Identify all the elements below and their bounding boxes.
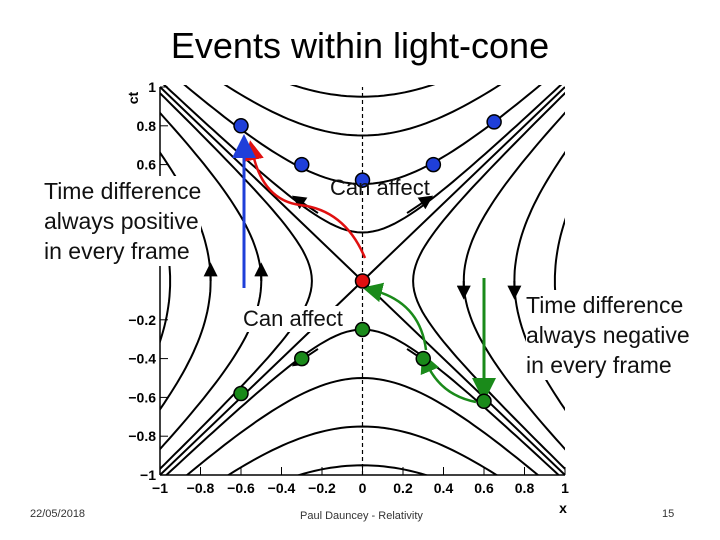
x-tick-label: −0.8 bbox=[187, 480, 215, 496]
y-tick-label: 0.6 bbox=[137, 157, 157, 173]
x-tick-label: −1 bbox=[152, 480, 168, 496]
event-point bbox=[354, 321, 371, 338]
timelike-hyperbola bbox=[295, 464, 430, 475]
x-tick-label: 0 bbox=[359, 480, 367, 496]
annotation-arrows bbox=[232, 134, 496, 404]
y-tick-label: −0.6 bbox=[128, 389, 156, 405]
right-callout-line-1: Time difference bbox=[526, 292, 684, 318]
y-tick-label: −0.4 bbox=[128, 351, 156, 367]
event-points bbox=[233, 114, 502, 410]
spacelike-hyperbola bbox=[160, 150, 212, 412]
x-tick-label: −0.4 bbox=[268, 480, 296, 496]
event-point bbox=[486, 114, 502, 130]
right-callout-line-2: always negative bbox=[526, 322, 690, 348]
spacelike-hyperbola bbox=[160, 217, 172, 345]
x-tick-label: 0.4 bbox=[434, 480, 454, 496]
right-callout-line-3: in every frame bbox=[526, 352, 672, 378]
can-affect-arrow-past bbox=[362, 282, 428, 351]
x-tick-label: 1 bbox=[561, 480, 569, 496]
spacelike-hyperbola bbox=[513, 150, 565, 412]
spacelike-hyperbola bbox=[160, 111, 263, 451]
x-tick-label: 0.8 bbox=[515, 480, 535, 496]
page-number: 15 bbox=[662, 508, 675, 520]
event-point bbox=[415, 350, 431, 367]
right-callout: Time difference always negative in every… bbox=[526, 290, 690, 380]
can-affect-arrow-past-2 bbox=[420, 352, 477, 404]
x-axis-label: x bbox=[559, 500, 567, 516]
timelike-hyperbola bbox=[185, 376, 540, 475]
event-point bbox=[294, 350, 310, 367]
left-callout-line-3: in every frame bbox=[44, 238, 190, 264]
x-tick-label: −0.6 bbox=[227, 480, 255, 496]
event-point bbox=[354, 172, 371, 188]
y-tick-label: −0.8 bbox=[128, 428, 156, 444]
left-callout: Time difference always positive in every… bbox=[44, 176, 202, 266]
spacelike-hyperbola bbox=[553, 217, 565, 345]
can-affect-arrow-future bbox=[244, 140, 367, 259]
footer-author: Paul Dauncey - Relativity bbox=[300, 510, 423, 522]
x-tick-label: 0.2 bbox=[393, 480, 413, 496]
x-tick-label: 0.6 bbox=[474, 480, 494, 496]
event-point bbox=[425, 156, 442, 173]
y-tick-label: 0.8 bbox=[137, 118, 157, 134]
slide-title: Events within light-cone bbox=[170, 25, 550, 66]
y-tick-label: 1 bbox=[148, 79, 156, 95]
can-affect-label-upper: Can affect bbox=[330, 175, 430, 200]
timelike-hyperbola bbox=[226, 425, 499, 475]
left-callout-line-1: Time difference bbox=[44, 178, 202, 204]
timelike-hyperbola bbox=[289, 85, 436, 98]
event-point bbox=[233, 118, 249, 134]
flow-arrow bbox=[406, 195, 434, 214]
event-point bbox=[354, 273, 371, 289]
x-tick-label: −0.2 bbox=[308, 480, 336, 496]
y-tick-label: −1 bbox=[140, 467, 156, 483]
event-point bbox=[476, 393, 492, 410]
y-axis-label: ct bbox=[125, 91, 141, 104]
timelike-hyperbola bbox=[223, 85, 502, 137]
timelike-hyperbola bbox=[162, 85, 563, 234]
left-callout-line-2: always positive bbox=[44, 208, 199, 234]
event-point bbox=[233, 385, 249, 402]
y-tick-label: −0.2 bbox=[128, 312, 156, 328]
spacelike-hyperbola bbox=[160, 91, 313, 471]
axes: −1 −0.8 −0.6 −0.4 −0.2 0 0.2 0.4 0.6 0.8 1 1 0.8 0.6 −… bbox=[125, 79, 569, 516]
footer-date: 22/05/2018 bbox=[30, 508, 86, 520]
spacelike-hyperbola bbox=[412, 91, 565, 471]
can-affect-label-lower: Can affect bbox=[243, 306, 343, 332]
event-point bbox=[294, 156, 310, 173]
